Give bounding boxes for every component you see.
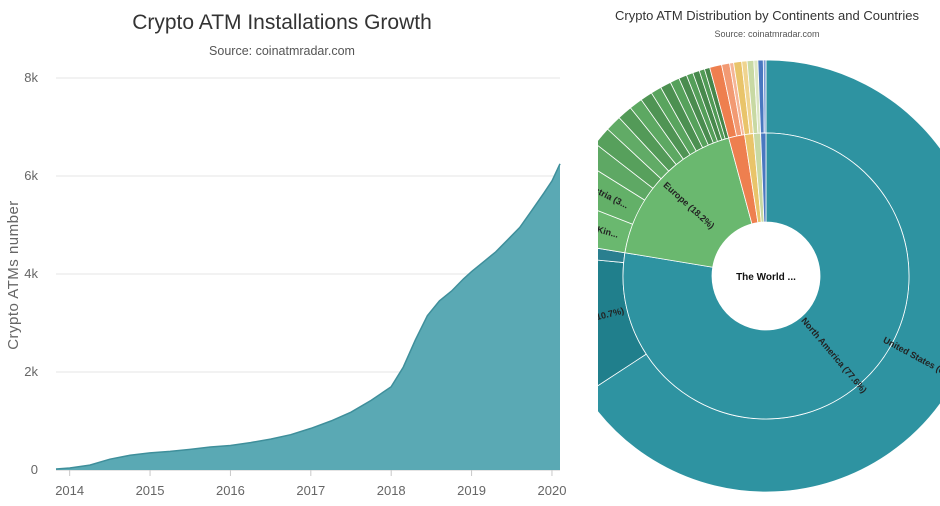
sunburst-chart: Crypto ATM Distribution by Continents an… [598,8,940,493]
x-tick-label: 2015 [136,483,165,498]
y-tick-label: 6k [24,168,38,183]
x-tick-label: 2018 [377,483,406,498]
y-tick-label: 4k [24,266,38,281]
y-tick-label: 0 [31,462,38,477]
area-fill [56,163,560,471]
area-chart-subtitle: Source: coinatmradar.com [209,44,355,58]
x-axis-ticks: 2014 2015 2016 2017 2018 2019 2020 [55,470,566,498]
sunburst-center-label: The World ... [736,272,796,283]
sunburst-subtitle: Source: coinatmradar.com [714,29,819,39]
outer-ring [598,59,940,493]
x-tick-label: 2019 [457,483,486,498]
y-tick-label: 2k [24,364,38,379]
sunburst-title: Crypto ATM Distribution by Continents an… [615,8,919,23]
x-tick-label: 2014 [55,483,84,498]
x-tick-label: 2016 [216,483,245,498]
x-tick-label: 2020 [538,483,567,498]
sunburst-center [712,222,820,330]
area-chart: Crypto ATM Installations Growth Source: … [5,11,566,498]
y-axis-ticks: 0 2k 4k 6k 8k [24,70,38,477]
y-axis-title: Crypto ATMs number [5,200,22,350]
area-line [55,163,561,470]
area-chart-title: Crypto ATM Installations Growth [132,11,432,34]
outer-ring-slice [762,59,767,134]
area-series [55,163,561,471]
y-tick-label: 8k [24,70,38,85]
x-tick-label: 2017 [296,483,325,498]
